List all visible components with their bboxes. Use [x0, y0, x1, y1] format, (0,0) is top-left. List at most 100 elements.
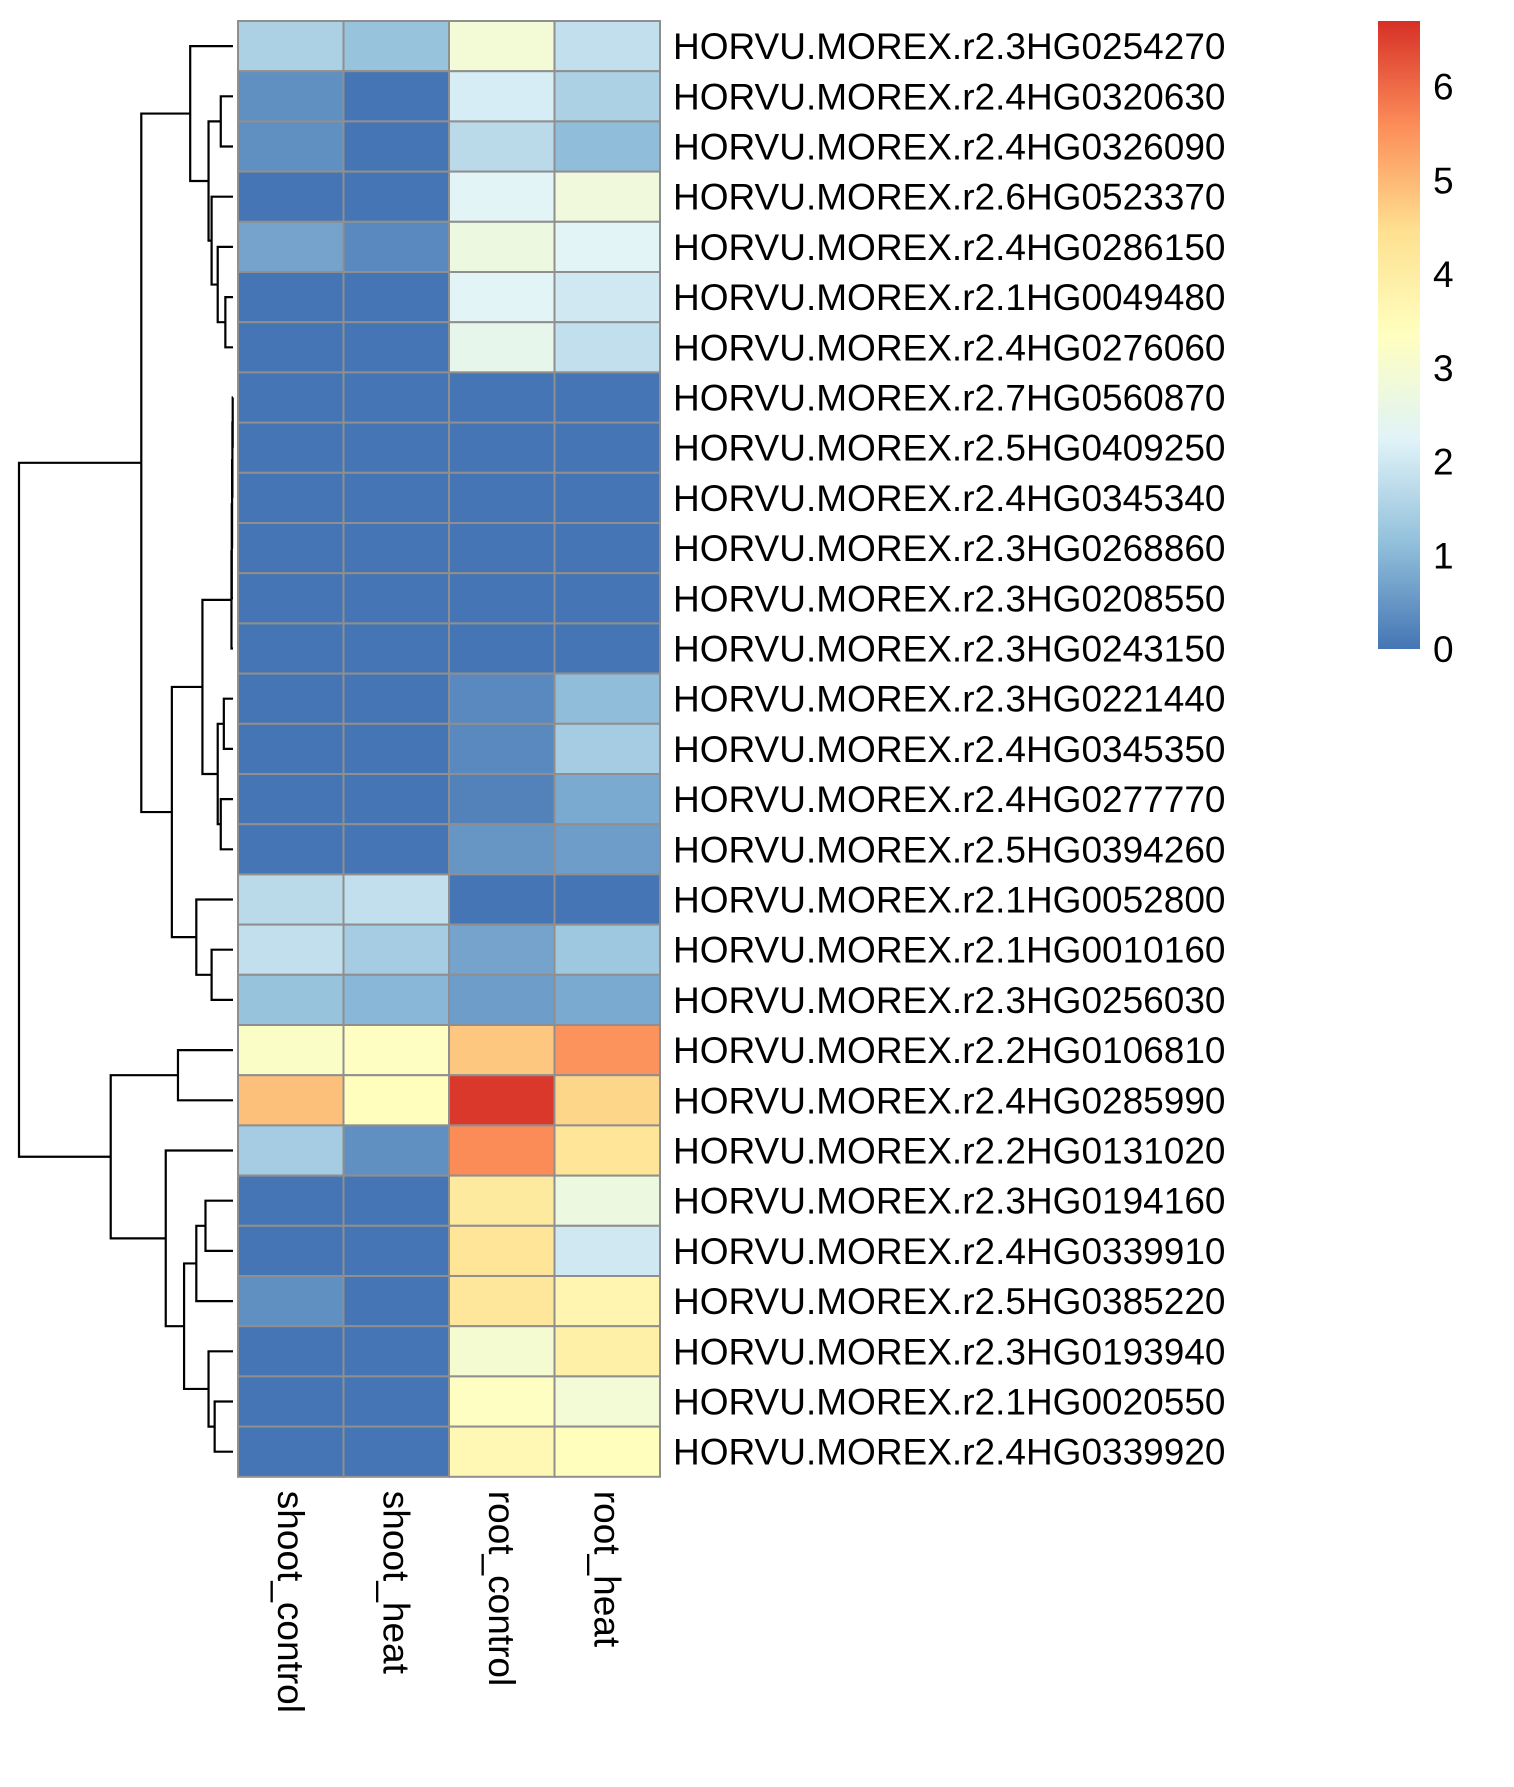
color-scale-bar [1378, 21, 1420, 649]
heatmap-cell [553, 120, 661, 173]
heatmap-cell [342, 371, 450, 424]
row-labels: HORVU.MOREX.r2.3HG0254270 HORVU.MOREX.r2.… [673, 26, 1226, 1473]
legend-tick-label: 5 [1433, 160, 1454, 201]
row-label: HORVU.MOREX.r2.2HG0131020 [673, 1131, 1226, 1172]
heatmap-cell [237, 321, 345, 374]
heatmap-cell [342, 672, 450, 725]
heatmap-cell [237, 1275, 345, 1328]
heatmap-cell [448, 371, 556, 424]
heatmap-cell [237, 70, 345, 123]
row-label: HORVU.MOREX.r2.5HG0409250 [673, 428, 1226, 469]
heatmap-cell [448, 1224, 556, 1278]
dendrogram-branch [219, 95, 233, 148]
dendrogram-branch [195, 1224, 233, 1303]
heatmap-cell [342, 1124, 450, 1177]
row-label: HORVU.MOREX.r2.4HG0285990 [673, 1080, 1226, 1121]
heatmap-cell [553, 622, 661, 675]
heatmap-cell [448, 471, 556, 524]
heatmap-cell [553, 271, 661, 324]
heatmap-cell [553, 471, 661, 524]
heatmap-cell [553, 1375, 661, 1428]
heatmap-cell [237, 1325, 345, 1378]
heatmap-cell [237, 471, 345, 524]
heatmap-cell [553, 371, 661, 424]
dendrogram-branch [201, 598, 232, 776]
dendrogram-branch [207, 120, 221, 242]
heatmap-cell [553, 1325, 661, 1378]
heatmap-cell [553, 1174, 661, 1227]
dendrogram-branch [222, 697, 233, 750]
row-label: HORVU.MOREX.r2.3HG0254270 [673, 26, 1226, 67]
dendrogram-branch [204, 1199, 233, 1252]
dendrogram-branch [182, 1262, 209, 1391]
heatmap-cell [553, 873, 661, 926]
row-label: HORVU.MOREX.r2.1HG0049480 [673, 277, 1226, 318]
heatmap-cell [553, 20, 661, 73]
heatmap-cell [553, 672, 661, 725]
heatmap-cell [237, 220, 345, 274]
heatmap-cell [553, 70, 661, 123]
row-label: HORVU.MOREX.r2.5HG0394260 [673, 829, 1226, 870]
heatmap-cell [237, 923, 345, 976]
row-label: HORVU.MOREX.r2.4HG0339920 [673, 1432, 1226, 1473]
heatmap-cell [553, 421, 661, 474]
heatmap-cell [237, 1375, 345, 1428]
heatmap-cell [237, 572, 345, 625]
column-label: shoot_control [270, 1491, 311, 1713]
row-label: HORVU.MOREX.r2.1HG0020550 [673, 1382, 1226, 1423]
heatmap-cell [553, 1425, 661, 1478]
row-dendrogram [17, 45, 234, 1453]
dendrogram-branch [224, 296, 233, 349]
column-label: shoot_heat [375, 1491, 416, 1675]
heatmap-cell [448, 120, 556, 173]
heatmap-cell [448, 1375, 556, 1428]
heatmap-cell [553, 1124, 661, 1177]
heatmap-cell [448, 522, 556, 575]
heatmap-cell [342, 973, 450, 1026]
heatmap-cell [553, 522, 661, 575]
heatmap-cell [342, 1224, 450, 1278]
heatmap-cell [448, 321, 556, 374]
heatmap-cell [342, 1425, 450, 1478]
dendrogram-branch [17, 461, 142, 1158]
heatmap-cell [237, 522, 345, 575]
column-label: root_control [481, 1491, 522, 1686]
heatmap-cell [342, 1024, 450, 1077]
heatmap-cell [237, 672, 345, 725]
legend-tick-label: 6 [1433, 67, 1454, 108]
heatmap-cell [553, 1275, 661, 1328]
dendrogram-branch [176, 1049, 233, 1102]
heatmap-cell [342, 823, 450, 876]
dendrogram-branch [189, 45, 233, 183]
heatmap-cells [237, 20, 661, 1478]
heatmap-cell [342, 522, 450, 575]
heatmap-cell [448, 1024, 556, 1077]
heatmap-cell [237, 120, 345, 173]
heatmap-cell [237, 722, 345, 775]
heatmap-cell [342, 1275, 450, 1328]
heatmap-cell [342, 20, 450, 73]
row-label: HORVU.MOREX.r2.5HG0385220 [673, 1281, 1226, 1322]
legend-tick-label: 4 [1433, 254, 1454, 295]
heatmap-cell [342, 170, 450, 223]
heatmap-cell [237, 1124, 345, 1177]
heatmap-cell [237, 1024, 345, 1077]
heatmap-cell [448, 722, 556, 775]
heatmap-cell [553, 773, 661, 826]
row-label: HORVU.MOREX.r2.4HG0326090 [673, 127, 1226, 168]
heatmap-cell [237, 271, 345, 324]
color-legend: 0 1 2 3 4 5 6 [1378, 21, 1454, 670]
heatmap-cell [448, 1174, 556, 1227]
dendrogram-branch [207, 1350, 233, 1428]
row-label: HORVU.MOREX.r2.2HG0106810 [673, 1030, 1226, 1071]
dendrogram-branch [164, 1149, 233, 1328]
heatmap-cell [237, 873, 345, 926]
row-label: HORVU.MOREX.r2.3HG0194160 [673, 1181, 1226, 1222]
heatmap-cell [342, 220, 450, 274]
row-label: HORVU.MOREX.r2.1HG0052800 [673, 880, 1226, 921]
heatmap-cell [237, 1174, 345, 1227]
heatmap-cell [342, 1375, 450, 1428]
dendrogram-branch [109, 1074, 178, 1240]
heatmap-cell [553, 973, 661, 1026]
legend-tick-label: 2 [1433, 442, 1454, 483]
